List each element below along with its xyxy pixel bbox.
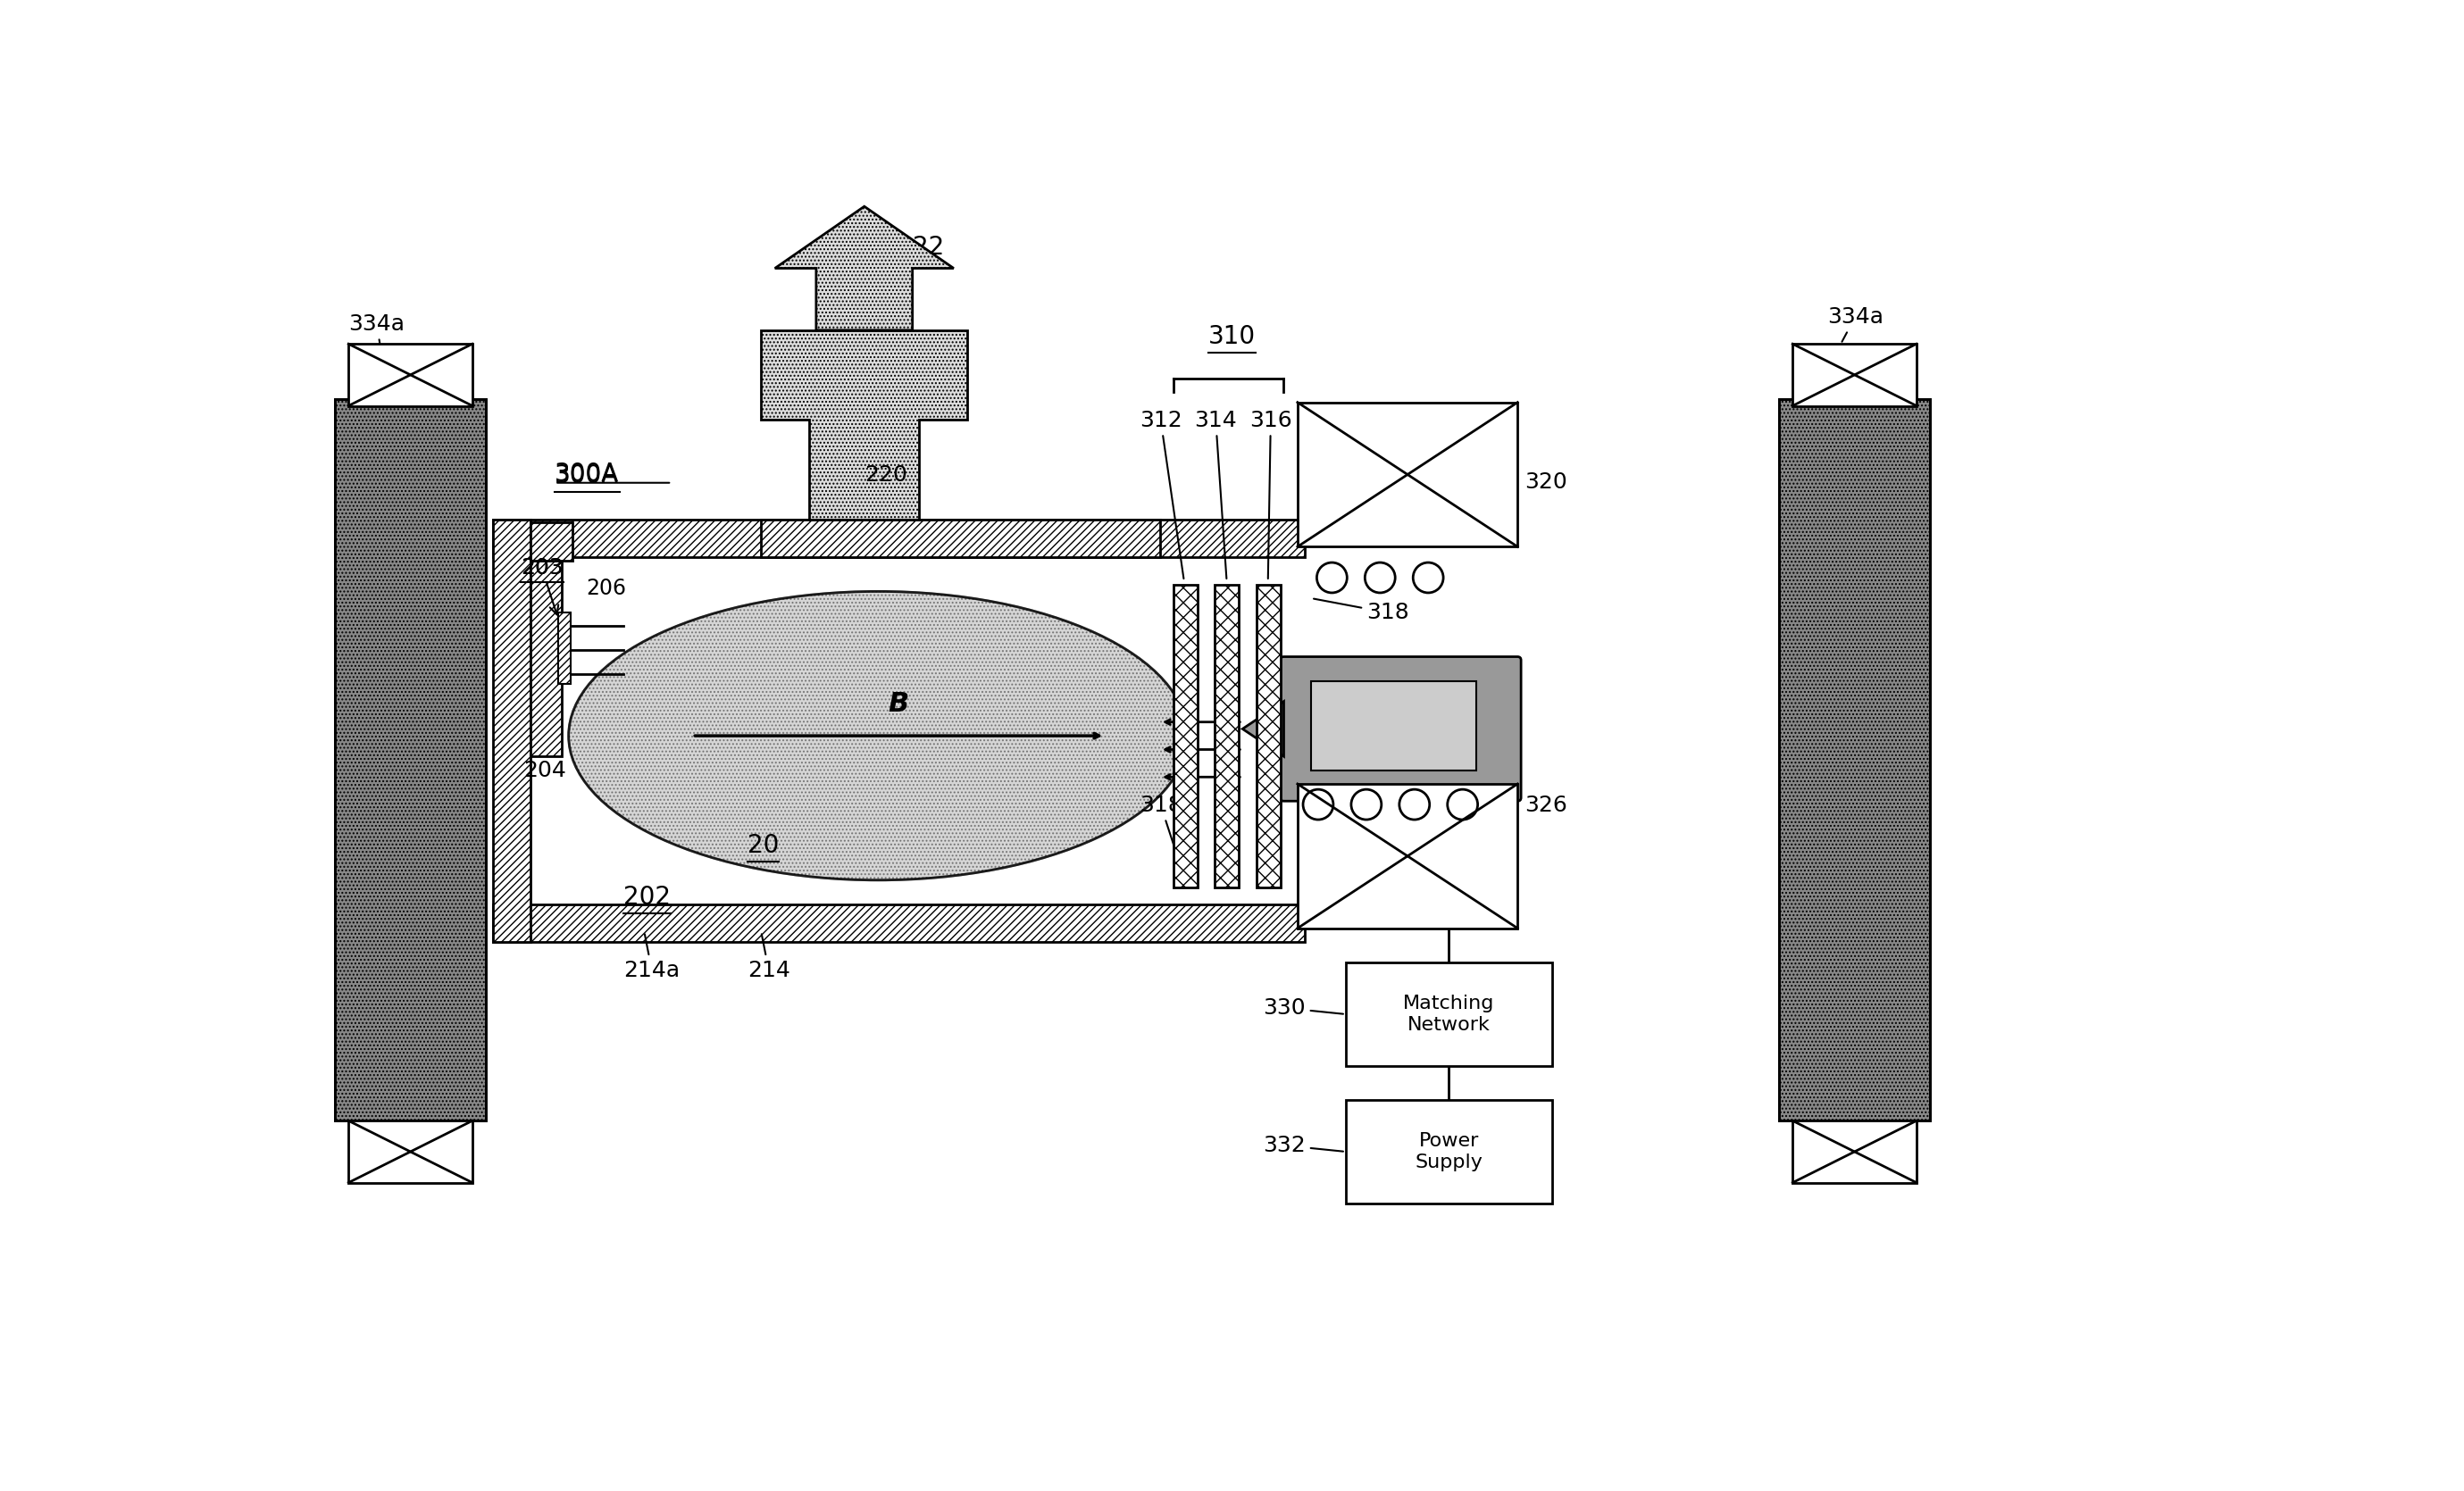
Bar <box>493 519 530 942</box>
Text: Matching
Network: Matching Network <box>1402 994 1496 1033</box>
Bar <box>1257 584 1281 887</box>
Bar <box>1794 1121 1917 1182</box>
Bar <box>530 529 562 756</box>
Text: 22: 22 <box>887 234 944 259</box>
Text: B: B <box>890 692 909 717</box>
Polygon shape <box>774 206 954 330</box>
Text: 310: 310 <box>1207 324 1257 349</box>
Text: 300A: 300A <box>554 464 618 488</box>
Bar <box>1173 584 1198 887</box>
Bar <box>1779 400 1929 1121</box>
Text: 314: 314 <box>1195 410 1237 579</box>
Bar <box>493 519 1303 558</box>
Text: Power
Supply: Power Supply <box>1414 1132 1483 1170</box>
Bar <box>761 519 1161 558</box>
Text: 330: 330 <box>1264 997 1343 1018</box>
FancyBboxPatch shape <box>1281 656 1520 801</box>
Text: 202: 202 <box>623 884 670 910</box>
Bar <box>1779 400 1929 1121</box>
Text: 220: 220 <box>865 464 907 486</box>
Text: 324: 324 <box>1333 429 1422 501</box>
Text: 334a: 334a <box>347 313 404 404</box>
Bar <box>1794 344 1917 406</box>
Bar <box>530 523 572 561</box>
Bar <box>335 400 485 1121</box>
Ellipse shape <box>569 592 1188 880</box>
Bar <box>493 904 1303 942</box>
Bar <box>347 344 473 406</box>
Bar <box>1311 681 1476 771</box>
Text: 206: 206 <box>586 579 626 599</box>
Text: 332: 332 <box>1264 1135 1343 1156</box>
Text: 203: 203 <box>520 558 564 579</box>
Text: 214a: 214a <box>623 935 680 981</box>
Bar <box>1299 784 1518 929</box>
Bar <box>559 611 572 684</box>
Bar <box>335 400 485 1121</box>
Text: 204: 204 <box>525 760 567 781</box>
Text: 316: 316 <box>1249 410 1291 579</box>
Text: 334a: 334a <box>1826 306 1882 341</box>
Polygon shape <box>1242 701 1284 756</box>
Text: 318: 318 <box>1313 599 1409 623</box>
Text: 20: 20 <box>747 833 779 857</box>
Bar <box>1345 963 1552 1066</box>
Text: 318: 318 <box>1138 795 1183 874</box>
Text: 203: 203 <box>520 558 564 614</box>
Text: 300A: 300A <box>554 462 618 486</box>
Polygon shape <box>761 330 968 519</box>
Bar <box>1215 584 1239 887</box>
Text: 326: 326 <box>1525 795 1567 816</box>
Text: 320: 320 <box>1525 471 1567 492</box>
Bar <box>1299 403 1518 547</box>
Text: 312: 312 <box>1138 410 1183 579</box>
Bar <box>347 1121 473 1182</box>
Bar <box>1345 1100 1552 1203</box>
Text: 214: 214 <box>747 935 791 981</box>
